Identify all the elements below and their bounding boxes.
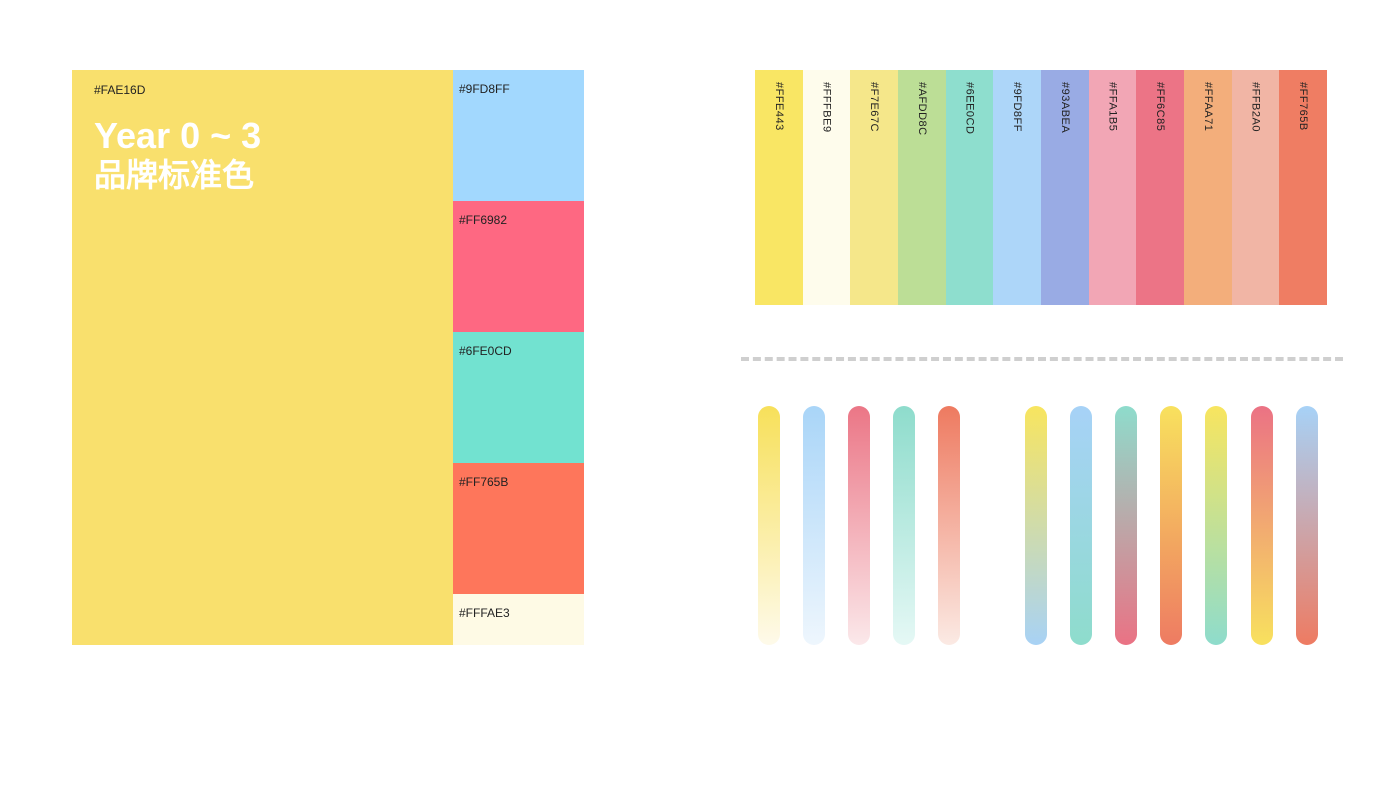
dashed-divider [741,357,1343,361]
gradient-pill [938,406,960,645]
gradient-pill [1025,406,1047,645]
palette-strip: #F7E67C [850,70,899,305]
strip-code: #93ABEA [1058,82,1071,134]
brand-color-panel: #FAE16D Year 0 ~ 3 品牌标准色 #9FD8FF #FF6982… [72,70,584,645]
gradient-pill [758,406,780,645]
gradient-pill [1296,406,1318,645]
gradient-pill [1205,406,1227,645]
swatch-code: #FF6982 [459,213,508,227]
gradient-pill [848,406,870,645]
main-swatch-code: #FAE16D [94,83,146,97]
palette-strip: #FFB2A0 [1231,70,1280,305]
strip-code: #6EE0CD [963,82,976,135]
strip-code: #FF765B [1297,82,1310,131]
secondary-swatch: #6FE0CD [453,332,584,463]
palette-strip: #FFFBE9 [802,70,851,305]
swatch-code: #9FD8FF [459,82,510,96]
gradient-pill [1251,406,1273,645]
secondary-swatch: #9FD8FF [453,70,584,201]
gradient-pill [1070,406,1092,645]
strip-code: #F7E67C [868,82,881,132]
palette-strip: #AFDD8C [898,70,946,305]
gradient-pill [893,406,915,645]
brand-title-subtitle: 品牌标准色 [94,156,255,194]
palette-strip: #9FD8FF [993,70,1042,305]
strip-code: #AFDD8C [915,82,928,136]
gradient-pill [803,406,825,645]
strip-code: #FFE443 [772,82,785,131]
strip-code: #FFB2A0 [1249,82,1262,132]
palette-strip: #93ABEA [1041,70,1089,305]
secondary-swatch: #FF6982 [453,201,584,332]
brand-title-year: Year 0 ~ 3 [94,115,262,156]
palette-strip: #6EE0CD [945,70,994,305]
palette-strip: #FFE443 [755,70,803,305]
palette-strip: #FF765B [1279,70,1328,305]
palette-strip: #FF6C85 [1136,70,1185,305]
swatch-code: #FF765B [459,475,509,489]
main-brand-swatch: #FAE16D Year 0 ~ 3 品牌标准色 [72,70,453,645]
strip-code: #FFFBE9 [820,82,833,133]
palette-strip: #FFAA71 [1184,70,1232,305]
swatch-code: #6FE0CD [459,344,512,358]
gradient-pill [1115,406,1137,645]
gradient-pill [1160,406,1182,645]
secondary-swatch: #FF765B [453,463,584,594]
strip-code: #9FD8FF [1011,82,1024,132]
strip-code: #FFA1B5 [1106,82,1119,132]
palette-strip: #FFA1B5 [1088,70,1137,305]
strip-code: #FF6C85 [1154,82,1167,132]
swatch-code: #FFFAE3 [459,606,510,620]
secondary-swatch: #FFFAE3 [453,594,584,645]
strip-code: #FFAA71 [1201,82,1214,132]
secondary-swatches: #9FD8FF #FF6982 #6FE0CD #FF765B #FFFAE3 [453,70,584,645]
palette-strips: #FFE443 #FFFBE9 #F7E67C #AFDD8C #6EE0CD … [755,70,1328,305]
brand-title: Year 0 ~ 3 品牌标准色 [94,115,262,195]
